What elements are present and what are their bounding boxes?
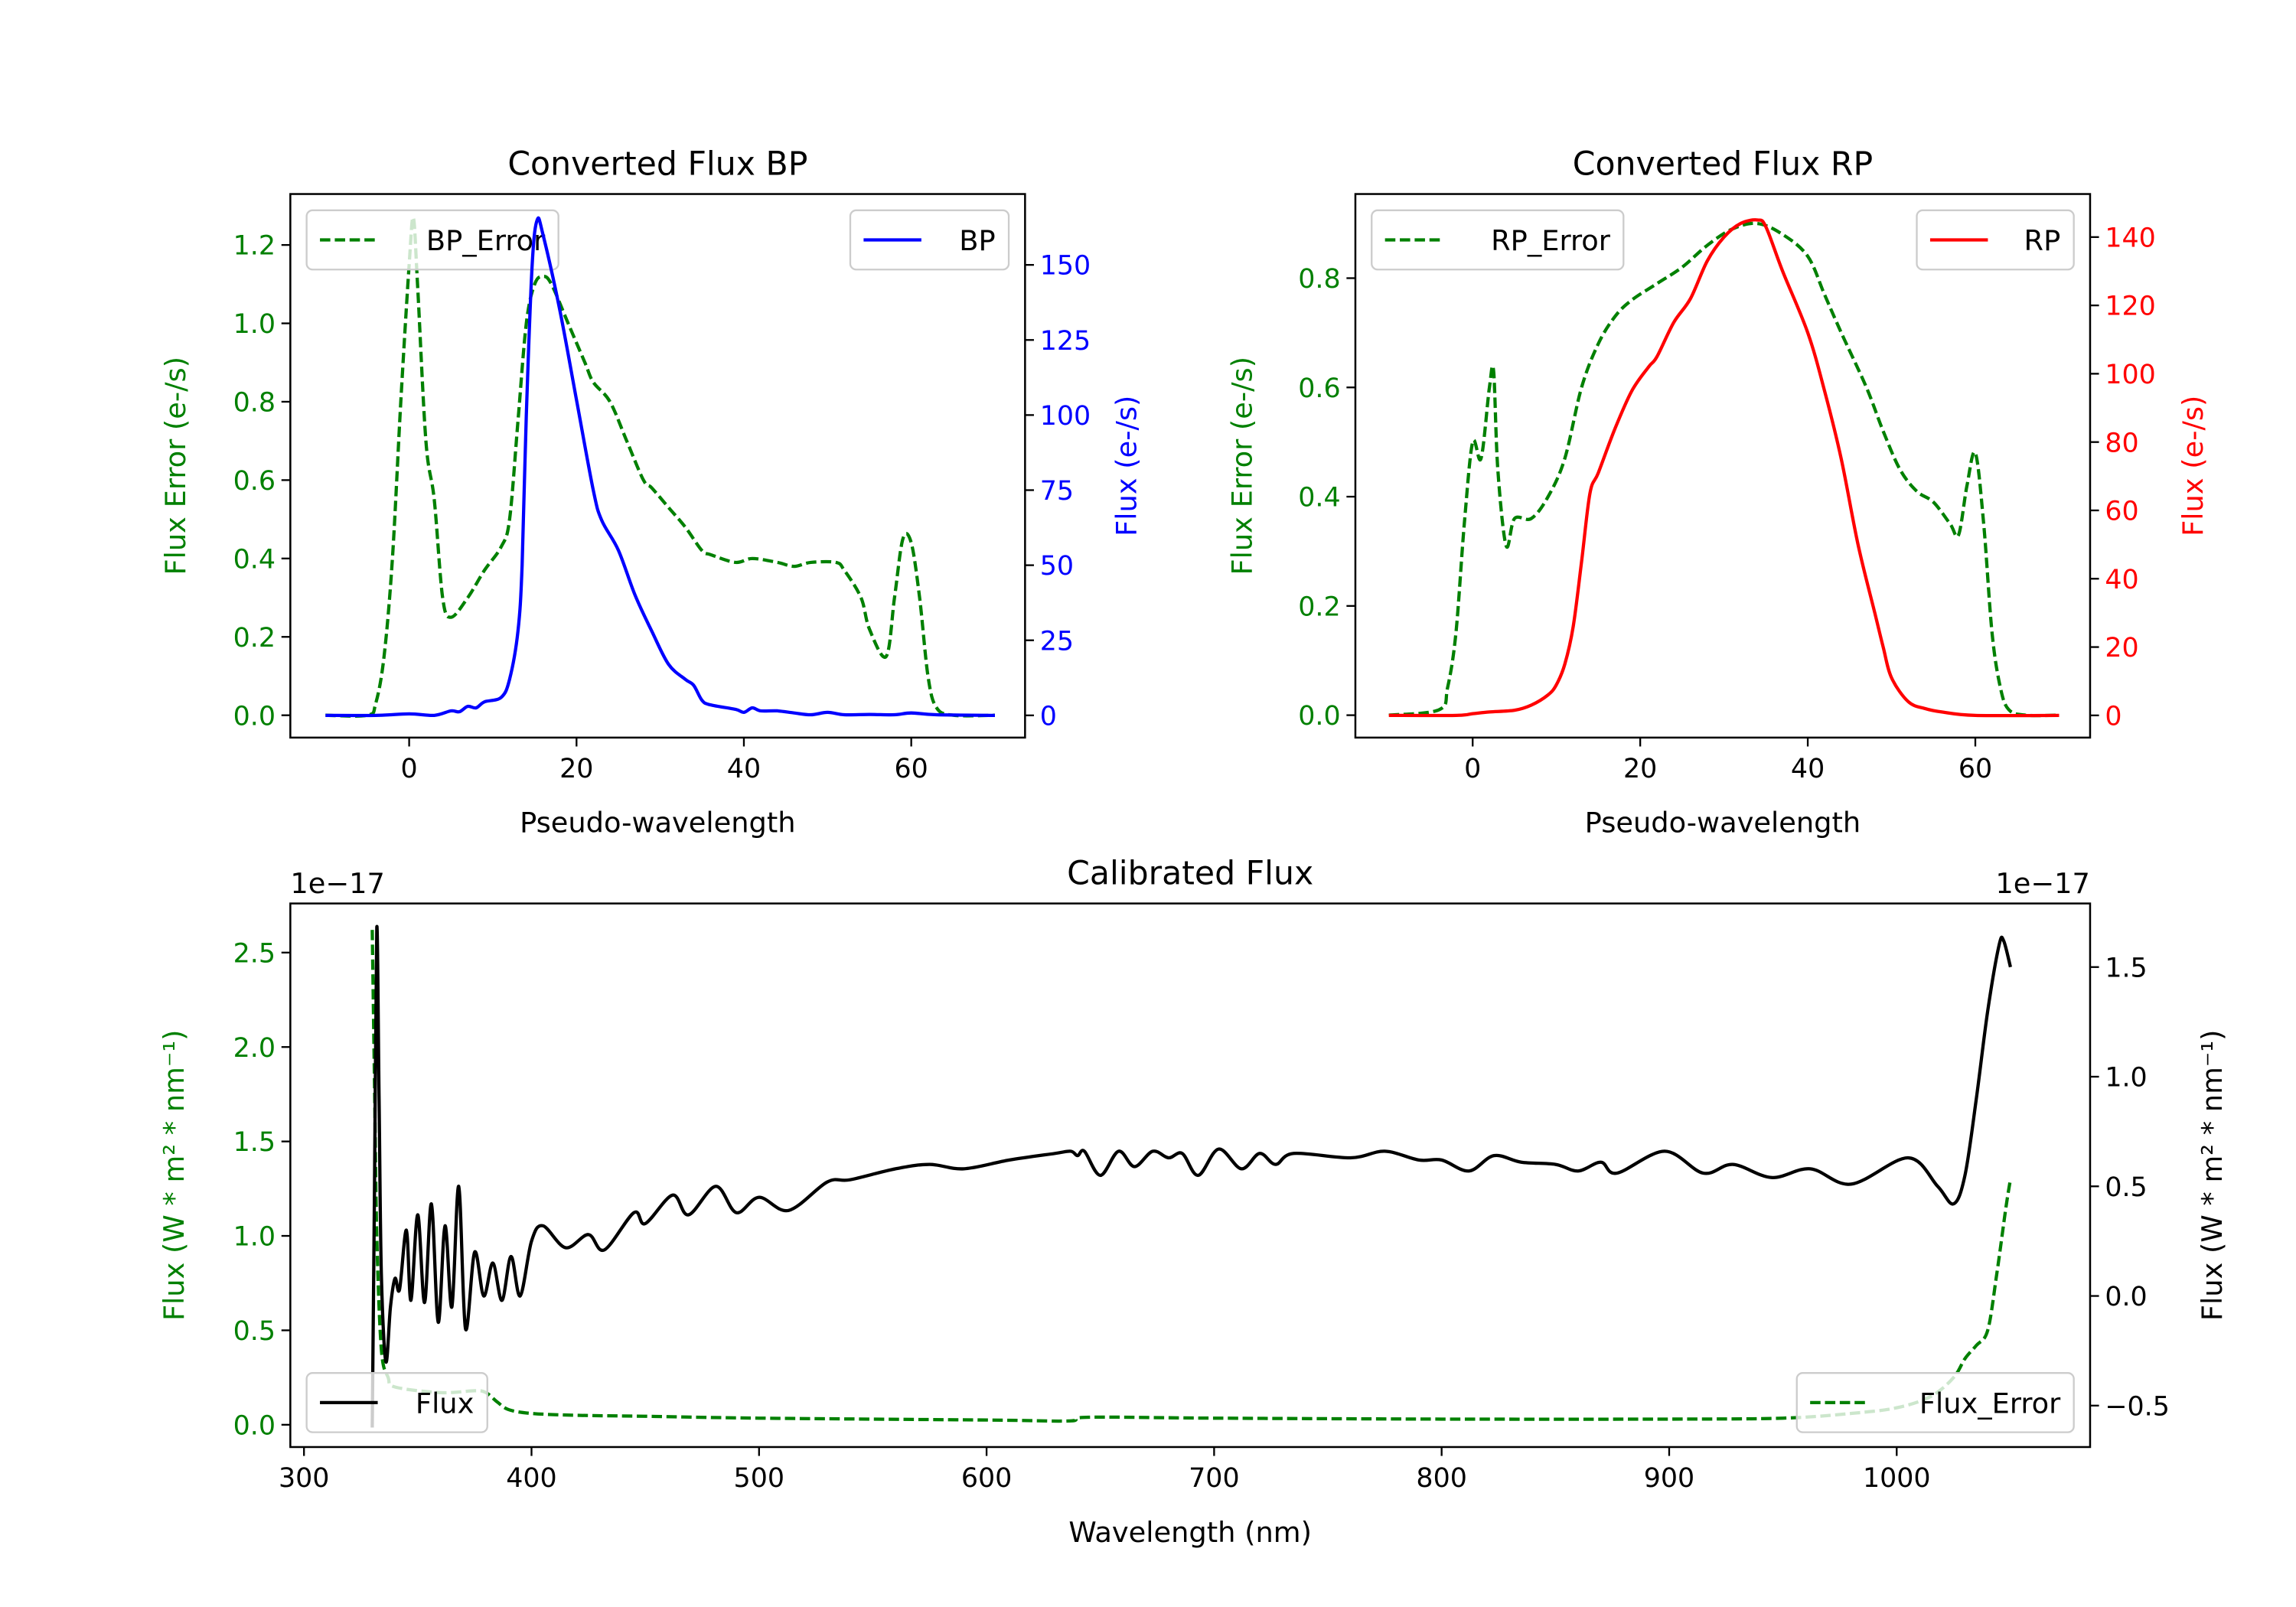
y-right-tick-label: 150 [1040,251,1091,282]
y-right-offset-label: 1e−17 [1995,867,2090,900]
y-right-tick-label: 1.5 [2105,953,2147,983]
y-left-tick-label: 0.0 [233,1410,276,1441]
y-left-tick-label: 0.6 [233,466,276,497]
y-left-offset-label: 1e−17 [290,867,385,900]
y-right-tick-label: 25 [1040,626,1074,657]
y-left-tick-label: 1.0 [233,1222,276,1253]
y-right-tick-label: 50 [1040,551,1074,582]
y-left-tick-label: 0.5 [233,1316,276,1347]
series-line-rp_error [1388,221,2060,718]
y-right-tick-label: −0.5 [2105,1391,2170,1422]
legend-label-right: RP [2024,224,2061,257]
x-tick-label: 40 [727,754,761,784]
x-tick-label: 20 [559,754,593,784]
legend-label-left: BP_Error [426,224,546,257]
y-left-axis-label: Flux (W * m² * nm⁻¹) [158,1030,191,1321]
x-tick-label: 60 [1958,754,1992,784]
y-left-tick-label: 1.0 [233,309,276,340]
x-tick-label: 40 [1791,754,1825,784]
y-left-tick-label: 0.2 [233,623,276,654]
chart-title: Calibrated Flux [1067,854,1313,892]
y-left-tick-label: 1.2 [233,231,276,262]
y-right-tick-label: 75 [1040,476,1074,507]
x-tick-label: 800 [1416,1463,1466,1494]
y-right-tick-label: 125 [1040,326,1091,357]
x-tick-label: 300 [279,1463,329,1494]
y-right-tick-label: 100 [1040,401,1091,432]
axes-frame [289,193,1026,739]
chart-title: Converted Flux BP [507,145,807,183]
chart-title: Converted Flux RP [1573,145,1873,183]
y-left-tick-label: 0.0 [1298,701,1340,732]
x-axis-label: Pseudo-wavelength [520,807,796,839]
y-right-tick-label: 0.5 [2105,1172,2147,1203]
axes-frame [289,902,2092,1449]
panel-rp: Converted Flux RP 0 20 40 60 Pseudo-wavelengt… [1225,145,2210,839]
y-left-tick-label: 0.6 [1298,373,1340,404]
y-left-tick-label: 0.4 [233,544,276,575]
series-line-rp [1388,218,2060,718]
x-tick-label: 600 [961,1463,1012,1494]
y-left-tick-label: 2.0 [233,1033,276,1064]
y-right-tick-label: 0 [1040,701,1057,732]
y-left-tick-label: 0.2 [1298,592,1340,622]
y-left-axis-label: Flux Error (e-/s) [159,357,192,575]
x-tick-label: 0 [1464,754,1481,784]
y-right-tick-label: 80 [2105,428,2138,458]
y-right-axis-label: Flux (W * m² * nm⁻¹) [2196,1030,2229,1321]
legend-box-left [1795,1372,2075,1433]
series-line-flux [370,924,2012,1428]
y-left-tick-label: 1.5 [233,1127,276,1158]
x-tick-label: 900 [1644,1463,1694,1494]
series-line-bp [325,216,996,718]
legend-label-left: Flux_Error [1919,1387,2061,1420]
x-tick-label: 60 [894,754,928,784]
y-right-axis-label: Flux (e-/s) [2177,396,2210,536]
y-right-tick-label: 1.0 [2105,1063,2147,1094]
y-left-tick-label: 0.8 [233,388,276,419]
x-tick-label: 1000 [1863,1463,1931,1494]
legend-box-right [1916,209,2075,271]
y-right-tick-label: 60 [2105,497,2138,527]
legend-label-left: RP_Error [1491,224,1611,257]
y-right-tick-label: 40 [2105,565,2138,595]
y-left-axis-label: Flux Error (e-/s) [1225,357,1258,575]
legend-box-left [305,209,559,271]
axes-frame [1354,193,2092,739]
panel-bp: Converted Flux BP 0 20 40 60 Pseudo-wavelengt… [159,145,1143,839]
legend-box-right [849,209,1010,271]
legend-box-left [1371,209,1625,271]
x-axis-label: Pseudo-wavelength [1585,807,1861,839]
legend-label-right: Flux [416,1387,474,1420]
x-tick-label: 700 [1189,1463,1239,1494]
x-tick-label: 500 [734,1463,784,1494]
legend-label-right: BP [959,224,995,257]
x-tick-label: 20 [1623,754,1657,784]
y-left-tick-label: 0.0 [233,701,276,732]
y-left-tick-label: 0.8 [1298,264,1340,295]
panel-cal: Calibrated Flux 300 400 500 600 700 800 900 1000… [158,854,2229,1548]
y-right-tick-label: 0 [2105,701,2122,732]
legend-box-right [305,1372,488,1433]
y-left-tick-label: 0.4 [1298,483,1340,513]
y-right-tick-label: 140 [2105,223,2155,253]
x-tick-label: 400 [506,1463,556,1494]
y-right-tick-label: 20 [2105,633,2138,663]
x-axis-label: Wavelength (nm) [1068,1516,1312,1549]
y-right-tick-label: 0.0 [2105,1282,2147,1312]
y-right-tick-label: 100 [2105,360,2155,390]
x-tick-label: 0 [401,754,418,784]
y-right-tick-label: 120 [2105,292,2155,322]
y-left-tick-label: 2.5 [233,938,276,969]
y-right-axis-label: Flux (e-/s) [1110,396,1143,536]
